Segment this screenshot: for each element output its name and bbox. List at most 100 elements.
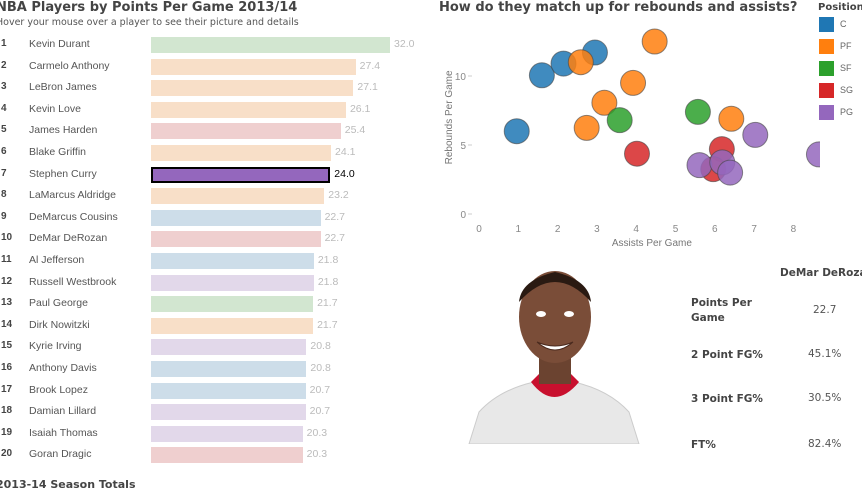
scatter-point-c[interactable]: [528, 62, 555, 89]
legend-item-c[interactable]: C: [818, 15, 862, 35]
legend-label: SG: [840, 85, 854, 95]
scatter-point-c[interactable]: [503, 118, 530, 145]
scatter-point-sf[interactable]: [684, 98, 711, 125]
ppg-bar[interactable]: [151, 382, 306, 399]
stat-value: 82.4%: [808, 438, 842, 450]
x-tick-label: 1: [516, 224, 522, 235]
player-row[interactable]: 12 Russell Westbrook 21.8: [0, 273, 420, 295]
ppg-value: 21.7: [317, 297, 338, 310]
player-rank: 12: [1, 275, 13, 287]
ppg-value: 24.0: [334, 167, 355, 180]
scatter-point-pf[interactable]: [620, 69, 647, 96]
player-row[interactable]: 3 LeBron James 27.1: [0, 78, 420, 100]
ppg-bar[interactable]: [151, 209, 321, 226]
scatter-point-pg[interactable]: [805, 141, 820, 168]
player-name: DeMar DeRozan: [29, 232, 108, 245]
player-name: Blake Griffin: [29, 146, 86, 158]
player-rank: 15: [1, 340, 13, 352]
player-rank: 3: [1, 81, 7, 93]
player-name: Kyrie Irving: [29, 340, 82, 353]
scatter-point-pg[interactable]: [717, 159, 744, 186]
player-row[interactable]: 7 Stephen Curry 24.0: [0, 165, 420, 187]
legend-item-sg[interactable]: SG: [818, 81, 862, 101]
ppg-value: 20.8: [310, 362, 331, 374]
stat-label: 2 Point FG%: [691, 349, 763, 361]
player-row[interactable]: 10 DeMar DeRozan 22.7: [0, 229, 420, 251]
ppg-bar[interactable]: [151, 253, 314, 269]
player-row[interactable]: 16 Anthony Davis 20.8: [0, 359, 420, 381]
ppg-bar[interactable]: [151, 188, 325, 205]
ppg-bar[interactable]: [151, 361, 307, 377]
ppg-bar[interactable]: [151, 274, 314, 291]
legend-item-pg[interactable]: PG: [818, 103, 862, 123]
player-row[interactable]: 6 Blake Griffin 24.1: [0, 143, 420, 165]
player-rank: 1: [1, 38, 7, 49]
scatter-point-sg[interactable]: [623, 140, 650, 167]
scatter-point-pf[interactable]: [567, 49, 594, 76]
player-row[interactable]: 18 Damian Lillard 20.7: [0, 402, 420, 424]
ppg-value: 26.1: [349, 102, 371, 115]
player-rank: 4: [1, 102, 7, 114]
x-tick-label: 8: [791, 224, 797, 235]
ppg-bar[interactable]: [151, 296, 314, 313]
x-tick-label: 4: [633, 224, 639, 235]
player-row[interactable]: 11 Al Jefferson 21.8: [0, 251, 420, 273]
player-row[interactable]: 4 Kevin Love 26.1: [0, 100, 420, 122]
ppg-bar[interactable]: [151, 58, 356, 75]
scatter-point-sf[interactable]: [606, 107, 633, 134]
player-row[interactable]: 9 DeMarcus Cousins 22.7: [0, 208, 420, 230]
player-rank: 9: [1, 210, 7, 222]
player-row[interactable]: 8 LaMarcus Aldridge 23.2: [0, 186, 420, 208]
ppg-value: 32.0: [394, 38, 415, 50]
player-row[interactable]: 15 Kyrie Irving 20.8: [0, 337, 420, 359]
ppg-bar[interactable]: [151, 145, 332, 161]
player-rank: 18: [1, 405, 13, 417]
ppg-value: 21.7: [317, 318, 338, 331]
ppg-bar[interactable]: [151, 37, 391, 53]
player-name: Kevin Durant: [29, 38, 90, 50]
player-row[interactable]: 20 Goran Dragic 20.3: [0, 445, 420, 467]
ppg-value: 27.1: [357, 81, 378, 94]
ppg-bar[interactable]: [151, 339, 307, 356]
scatter-point-pg[interactable]: [742, 121, 769, 148]
stat-value: 22.7: [813, 304, 837, 316]
y-axis-label: Rebounds Per Game: [444, 70, 455, 164]
ppg-bar[interactable]: [151, 425, 303, 442]
player-row[interactable]: 13 Paul George 21.7: [0, 294, 420, 316]
legend-label: SF: [840, 63, 852, 73]
ppg-value: 21.8: [317, 275, 339, 288]
detail-player-name: DeMar DeRoza: [780, 267, 862, 279]
scatter-point-pg[interactable]: [686, 152, 713, 179]
player-row[interactable]: 5 James Harden 25.4: [0, 121, 420, 143]
scatter-point-pf[interactable]: [718, 105, 745, 132]
player-rank: 20: [1, 448, 13, 460]
ppg-value: 25.4: [344, 124, 366, 137]
x-axis-label: Assists Per Game: [612, 238, 692, 249]
ppg-bar[interactable]: [151, 231, 321, 248]
ppg-bar[interactable]: [151, 317, 314, 334]
player-row[interactable]: 1 Kevin Durant 32.0: [0, 35, 420, 57]
scatter-point-pf[interactable]: [641, 28, 668, 55]
legend-item-pf[interactable]: PF: [818, 37, 862, 57]
ppg-bar[interactable]: [151, 123, 341, 140]
ppg-bar[interactable]: [151, 80, 354, 97]
player-rank: 16: [1, 362, 13, 373]
ppg-bar[interactable]: [151, 101, 346, 118]
ppg-value: 22.7: [324, 210, 345, 223]
player-rank: 5: [1, 124, 7, 136]
player-name: LeBron James: [29, 81, 97, 94]
player-row[interactable]: 17 Brook Lopez 20.7: [0, 381, 420, 403]
ppg-value: 24.1: [335, 146, 356, 158]
ppg-bar[interactable]: [151, 166, 331, 183]
player-row[interactable]: 14 Dirk Nowitzki 21.7: [0, 316, 420, 338]
ppg-bar[interactable]: [151, 404, 306, 421]
player-row[interactable]: 19 Isaiah Thomas 20.3: [0, 424, 420, 446]
player-row[interactable]: 2 Carmelo Anthony 27.4: [0, 57, 420, 79]
legend-item-sf[interactable]: SF: [818, 59, 862, 79]
ppg-bar[interactable]: [151, 447, 303, 464]
scatter-point-pf[interactable]: [573, 114, 600, 141]
legend-swatch: [819, 105, 834, 120]
scatter-point-pf[interactable]: [591, 89, 618, 116]
player-rank: 7: [1, 167, 7, 179]
stat-value: 45.1%: [808, 348, 842, 360]
